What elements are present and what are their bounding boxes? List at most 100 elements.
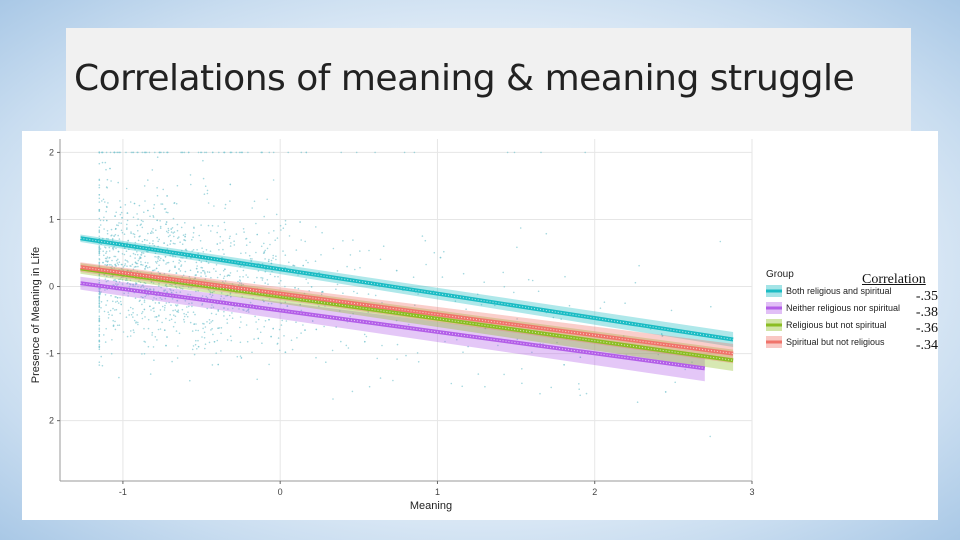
scatter-point bbox=[200, 275, 202, 278]
scatter-point bbox=[118, 376, 120, 379]
scatter-point bbox=[212, 333, 214, 336]
scatter-point bbox=[114, 320, 116, 323]
scatter-point bbox=[413, 151, 416, 154]
scatter-point bbox=[340, 340, 342, 343]
scatter-point bbox=[136, 314, 138, 316]
scatter-point bbox=[158, 315, 160, 317]
scatter-point bbox=[283, 335, 285, 337]
scatter-point bbox=[106, 256, 109, 258]
scatter-point bbox=[210, 230, 212, 232]
scatter-point bbox=[286, 305, 289, 307]
scatter-point bbox=[156, 260, 159, 263]
chart-panel: -1 0 1 2 3 2 1 0 -1 2 Meaning Presence of Meaning i… bbox=[22, 131, 938, 520]
scatter-point bbox=[217, 363, 219, 366]
scatter-point bbox=[132, 311, 134, 314]
scatter-point bbox=[98, 179, 101, 181]
scatter-point bbox=[129, 255, 132, 257]
scatter-point bbox=[164, 284, 167, 287]
scatter-point bbox=[210, 296, 213, 298]
scatter-point bbox=[183, 239, 185, 241]
correlation-value: -.36 bbox=[915, 321, 938, 336]
scatter-point bbox=[98, 226, 101, 228]
scatter-point bbox=[188, 275, 191, 278]
scatter-point bbox=[120, 211, 123, 214]
scatter-point bbox=[320, 293, 323, 296]
scatter-point bbox=[117, 234, 119, 237]
scatter-point bbox=[108, 257, 110, 259]
scatter-point bbox=[264, 258, 266, 260]
scatter-point bbox=[233, 240, 235, 242]
scatter-point bbox=[132, 283, 134, 286]
scatter-point bbox=[132, 216, 135, 219]
scatter-point bbox=[173, 202, 176, 204]
scatter-point bbox=[154, 302, 157, 304]
scatter-point bbox=[174, 321, 176, 324]
scatter-point bbox=[178, 286, 181, 289]
scatter-point bbox=[111, 265, 113, 267]
scatter-point bbox=[201, 336, 203, 338]
scatter-point bbox=[160, 203, 162, 205]
scatter-point bbox=[115, 296, 117, 298]
scatter-point bbox=[208, 341, 211, 344]
scatter-point bbox=[101, 200, 103, 202]
scatter-point bbox=[155, 316, 158, 318]
scatter-point bbox=[288, 261, 290, 264]
scatter-point bbox=[379, 258, 382, 261]
scatter-point bbox=[144, 268, 146, 270]
scatter-point bbox=[220, 332, 222, 335]
scatter-point bbox=[107, 311, 109, 313]
scatter-point bbox=[100, 307, 102, 309]
scatter-point bbox=[202, 269, 204, 272]
scatter-point bbox=[240, 151, 242, 154]
scatter-point bbox=[267, 302, 270, 305]
scatter-point bbox=[277, 275, 279, 278]
scatter-point bbox=[115, 227, 117, 230]
scatter-point bbox=[223, 310, 225, 313]
scatter-point bbox=[264, 320, 267, 322]
scatter-point bbox=[222, 269, 225, 272]
scatter-point bbox=[183, 315, 186, 318]
scatter-point bbox=[462, 351, 464, 353]
scatter-point bbox=[165, 344, 167, 347]
scatter-point bbox=[184, 270, 187, 273]
scatter-point bbox=[211, 294, 214, 297]
scatter-point bbox=[206, 321, 208, 323]
scatter-point bbox=[245, 238, 247, 240]
scatter-point bbox=[141, 151, 144, 154]
scatter-point bbox=[148, 242, 151, 245]
scatter-point bbox=[98, 324, 101, 327]
scatter-point bbox=[578, 383, 580, 385]
scatter-point bbox=[201, 267, 204, 269]
scatter-point bbox=[98, 304, 101, 307]
scatter-point bbox=[239, 316, 242, 318]
scatter-point bbox=[218, 151, 220, 154]
scatter-point bbox=[352, 312, 354, 315]
scatter-point bbox=[296, 337, 298, 339]
scatter-point bbox=[108, 250, 111, 252]
scatter-point bbox=[117, 258, 119, 261]
scatter-point bbox=[146, 287, 148, 290]
scatter-point bbox=[147, 232, 149, 235]
scatter-point bbox=[121, 283, 124, 285]
scatter-point bbox=[253, 338, 255, 340]
scatter-point bbox=[231, 312, 233, 314]
scatter-point bbox=[268, 232, 270, 234]
scatter-point bbox=[193, 323, 195, 325]
scatter-point bbox=[264, 282, 266, 284]
scatter-point bbox=[166, 291, 168, 293]
scatter-point bbox=[140, 286, 142, 289]
scatter-point bbox=[98, 290, 101, 293]
scatter-point bbox=[332, 398, 334, 400]
scatter-point bbox=[210, 312, 213, 315]
scatter-point bbox=[282, 227, 285, 229]
scatter-point bbox=[98, 254, 101, 256]
scatter-point bbox=[159, 220, 161, 222]
scatter-point bbox=[98, 229, 101, 231]
legend: Group Both religious and spiritual Neither… bbox=[766, 269, 900, 348]
scatter-point bbox=[177, 345, 179, 347]
scatter-point bbox=[152, 232, 154, 234]
scatter-point bbox=[395, 319, 398, 322]
scatter-point bbox=[116, 284, 118, 287]
scatter-point bbox=[120, 263, 123, 266]
scatter-point bbox=[240, 282, 243, 284]
